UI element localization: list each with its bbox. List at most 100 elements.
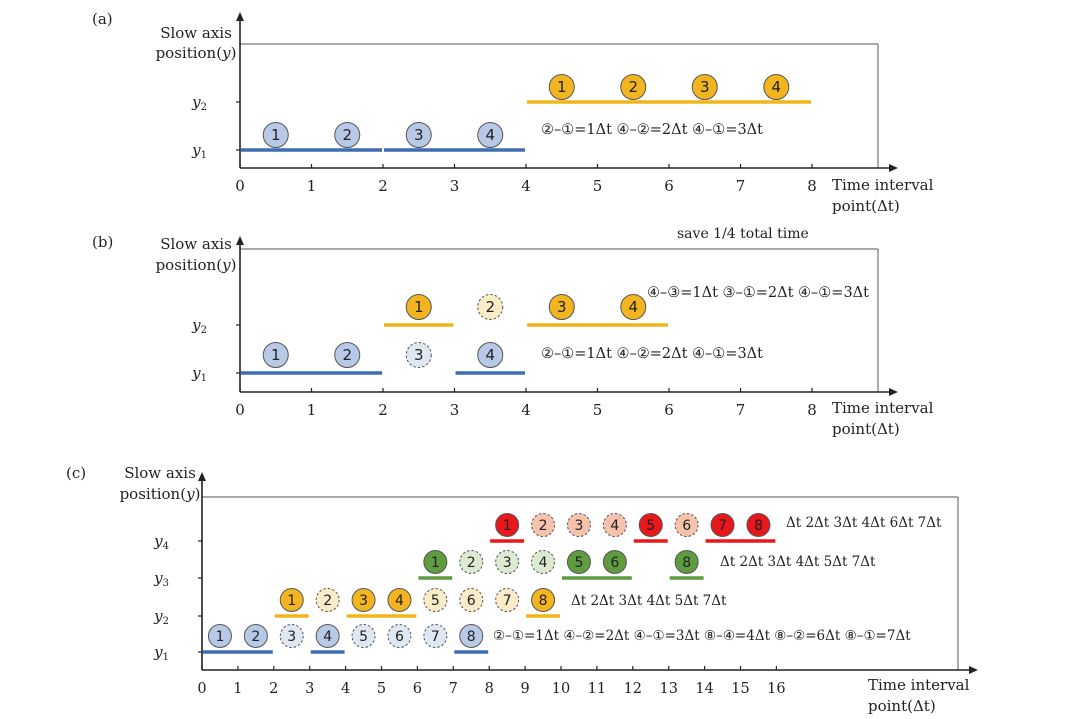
sample-circle-number: 1 xyxy=(431,555,440,571)
sample-circle-blue xyxy=(477,342,504,368)
x-axis-title-line2: point(Δt) xyxy=(832,197,900,215)
sample-circle-number: 7 xyxy=(718,518,727,534)
x-tick-label: 7 xyxy=(449,681,458,697)
x-tick-label: 8 xyxy=(807,177,817,195)
x-tick-label: 14 xyxy=(695,681,713,697)
x-tick-label: 13 xyxy=(659,681,677,697)
y-level-label: y2 xyxy=(191,316,207,336)
delay-annotation: ②–①=1Δt ④–②=2Δt ④–①=3Δt ⑧–④=4Δt ⑧–②=6Δt … xyxy=(493,628,911,644)
sample-circle-number: 2 xyxy=(323,593,332,609)
panel-b: (b) Slow axis position(y) 0 1 2 3 4 5 6 7 8 Time int… xyxy=(92,226,934,438)
sample-circle-red-skipped xyxy=(674,513,699,537)
x-axis-title-line1: Time interval xyxy=(832,399,934,417)
sample-circle-number: 5 xyxy=(359,629,368,645)
x-tick-label: 16 xyxy=(767,681,785,697)
sample-circle-green xyxy=(674,550,699,574)
sample-circle-red xyxy=(710,513,735,537)
sample-circle-orange xyxy=(279,588,304,612)
sample-circle-green xyxy=(566,550,591,574)
sample-circle-number: 7 xyxy=(503,593,512,609)
sample-circle-orange-skipped xyxy=(459,588,484,612)
y-axis-title-line1: Slow axis xyxy=(160,235,232,253)
sample-circle-number: 6 xyxy=(395,629,404,645)
y-level-label: y1 xyxy=(191,364,207,384)
sample-circle-number: 3 xyxy=(557,298,567,316)
delay-annotation: Δt 2Δt 3Δt 4Δt 6Δt 7Δt xyxy=(786,515,942,531)
sample-circle-number: 1 xyxy=(557,78,567,96)
sample-circle-number: 3 xyxy=(700,78,710,96)
sample-circle-orange xyxy=(620,74,647,100)
x-tick-label: 5 xyxy=(377,681,386,697)
sample-circle-number: 3 xyxy=(414,126,424,144)
y-axis-arrow-icon xyxy=(236,236,244,245)
x-tick-label: 12 xyxy=(624,681,642,697)
sample-circle-blue xyxy=(334,122,361,148)
delay-annotation: ④–③=1Δt ③–①=2Δt ④–①=3Δt xyxy=(647,285,869,301)
y-axis-title-line2: position(y) xyxy=(156,44,237,62)
x-tick-label: 7 xyxy=(736,401,746,419)
sample-circle-red xyxy=(746,513,771,537)
delay-annotation: Δt 2Δt 3Δt 4Δt 5Δt 7Δt xyxy=(720,554,876,570)
sample-circle-green xyxy=(423,550,448,574)
sample-circle-blue xyxy=(207,624,232,648)
sample-circle-number: 2 xyxy=(342,126,352,144)
sample-circle-number: 4 xyxy=(485,126,495,144)
sample-circle-number: 8 xyxy=(539,593,548,609)
y-level-label: y1 xyxy=(153,643,169,663)
x-tick-label: 9 xyxy=(520,681,529,697)
x-tick-label: 6 xyxy=(664,177,674,195)
sample-circle-red-skipped xyxy=(531,513,556,537)
x-tick-label: 11 xyxy=(588,681,606,697)
x-tick-label: 0 xyxy=(197,681,206,697)
panel-label: (a) xyxy=(92,10,113,28)
x-axis-title-line1: Time interval xyxy=(868,676,970,694)
sample-circle-number: 3 xyxy=(574,518,583,534)
sample-circle-number: 5 xyxy=(646,518,655,534)
delay-annotation: ②–①=1Δt ④–②=2Δt ④–①=3Δt xyxy=(541,122,763,138)
x-tick-label: 2 xyxy=(269,681,278,697)
sample-circle-number: 6 xyxy=(610,555,619,571)
sample-circle-number: 3 xyxy=(414,346,424,364)
sample-circle-number: 4 xyxy=(485,346,495,364)
y-axis-title-line1: Slow axis xyxy=(124,464,196,482)
sample-circle-number: 2 xyxy=(467,555,476,571)
delay-annotation: ②–①=1Δt ④–②=2Δt ④–①=3Δt xyxy=(541,346,763,362)
sample-circle-blue-skipped xyxy=(423,624,448,648)
sample-circle-green-skipped xyxy=(459,550,484,574)
x-tick-label: 15 xyxy=(731,681,749,697)
y-level-label: y3 xyxy=(153,569,169,589)
sample-circle-orange xyxy=(691,74,718,100)
sample-circle-blue xyxy=(243,624,268,648)
x-axis-arrow-icon xyxy=(889,388,898,396)
sample-circle-number: 4 xyxy=(628,298,638,316)
sample-circle-number: 2 xyxy=(485,298,495,316)
x-tick-label: 6 xyxy=(413,681,422,697)
sample-circle-orange xyxy=(548,294,575,320)
x-axis-title-line2: point(Δt) xyxy=(832,420,900,438)
sample-circle-orange xyxy=(531,588,556,612)
sample-circle-number: 2 xyxy=(628,78,638,96)
x-tick-label: 0 xyxy=(235,177,245,195)
x-tick-label: 8 xyxy=(485,681,494,697)
sample-circle-orange-skipped xyxy=(477,294,504,320)
x-tick-label: 3 xyxy=(450,401,460,419)
x-tick-label: 6 xyxy=(664,401,674,419)
x-tick-label: 5 xyxy=(593,401,603,419)
y-axis-title-line2: position(y) xyxy=(120,485,201,503)
sample-circle-number: 6 xyxy=(682,518,691,534)
sample-circle-red-skipped xyxy=(566,513,591,537)
sample-circle-red-skipped xyxy=(602,513,627,537)
sample-circle-blue xyxy=(334,342,361,368)
sample-circle-number: 1 xyxy=(215,629,224,645)
sample-circle-orange-skipped xyxy=(495,588,520,612)
panel-label: (b) xyxy=(92,233,113,251)
sample-circle-orange xyxy=(763,74,790,100)
sample-circle-number: 3 xyxy=(359,593,368,609)
y-level-label: y2 xyxy=(153,607,169,627)
x-tick-label: 5 xyxy=(593,177,603,195)
sample-circle-blue xyxy=(405,122,432,148)
y-level-label: y1 xyxy=(191,141,207,161)
y-axis-title-line1: Slow axis xyxy=(160,24,232,42)
